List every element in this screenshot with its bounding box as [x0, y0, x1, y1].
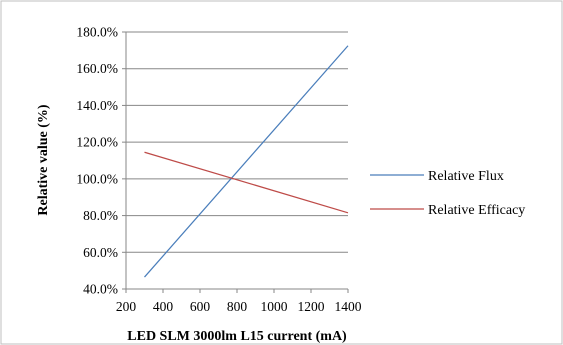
axes [122, 31, 349, 293]
series-line-relative-flux [144, 45, 349, 278]
x-tick-label: 1000 [261, 299, 288, 314]
x-axis-title: LED SLM 3000lm L15 current (mA) [127, 329, 347, 344]
tick-labels: 40.0% 60.0% 80.0% 100.0% 120.0% 140.0% 160.0% 1… [76, 25, 361, 315]
y-tick-label: 40.0% [83, 282, 118, 297]
legend-label: Relative Flux [428, 169, 504, 184]
series-line-relative-efficacy [144, 151, 349, 214]
legend-label: Relative Efficacy [428, 203, 525, 218]
x-tick-label: 1200 [298, 299, 325, 314]
x-tick-label: 200 [116, 299, 137, 314]
y-axis-title: Relative value (%) [36, 104, 51, 216]
y-tick-label: 180.0% [76, 25, 118, 40]
x-tick-label: 600 [190, 299, 211, 314]
gridlines [126, 31, 348, 253]
y-tick-label: 80.0% [83, 208, 118, 223]
series-lines [144, 45, 349, 278]
x-tick-label: 400 [153, 299, 174, 314]
y-tick-label: 160.0% [76, 61, 118, 76]
x-tick-label: 800 [227, 299, 248, 314]
x-tick-label: 1400 [335, 299, 362, 314]
y-tick-label: 140.0% [76, 98, 118, 113]
y-tick-label: 100.0% [76, 171, 118, 186]
y-tick-label: 120.0% [76, 135, 118, 150]
y-tick-label: 60.0% [83, 245, 118, 260]
legend: Relative Flux Relative Efficacy [370, 169, 525, 218]
